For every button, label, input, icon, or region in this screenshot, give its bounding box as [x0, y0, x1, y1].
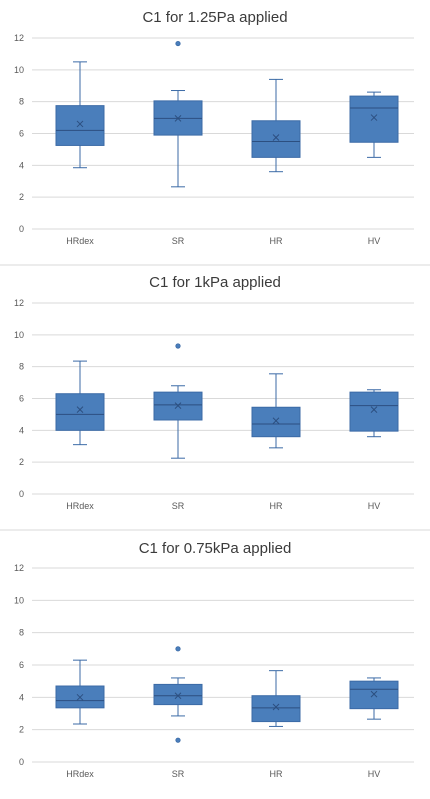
iqr-box	[349, 680, 399, 710]
outlier-point	[175, 737, 181, 743]
iqr-box	[349, 391, 399, 432]
mean-marker	[76, 406, 84, 413]
y-tick-label: 4	[19, 425, 24, 435]
outlier-point	[175, 40, 181, 47]
y-tick-label: 12	[14, 33, 24, 43]
y-tick-label: 6	[19, 660, 24, 670]
box-sr	[153, 343, 203, 459]
box-sr	[153, 646, 203, 743]
box-hrdex	[55, 659, 105, 725]
iqr-box	[55, 105, 105, 146]
chart-panel-3: C1 for 0.75kPa applied 0 2 4 6 8 10 12 HRdex SR HR…	[14, 540, 414, 779]
x-category-label: HR	[270, 236, 283, 246]
outlier-point	[175, 646, 181, 652]
x-category-label: HR	[270, 501, 283, 511]
y-tick-label: 0	[19, 489, 24, 499]
box-hv	[349, 389, 399, 438]
iqr-box	[251, 695, 301, 723]
mean-marker	[76, 693, 84, 701]
y-tick-label: 6	[19, 129, 24, 139]
mean-marker	[272, 417, 280, 425]
y-tick-label: 12	[14, 563, 24, 573]
x-category-label: HV	[368, 769, 381, 779]
mean-marker	[370, 690, 378, 698]
box-hr	[251, 78, 301, 173]
box-hr	[251, 670, 301, 727]
mean-marker	[76, 120, 84, 128]
y-tick-label: 8	[19, 97, 24, 107]
y-tick-label: 8	[19, 362, 24, 372]
x-category-label: HRdex	[66, 501, 94, 511]
y-tick-label: 6	[19, 394, 24, 404]
mean-marker	[174, 692, 182, 700]
chart-title: C1 for 1.25Pa applied	[142, 9, 287, 26]
iqr-box	[251, 120, 301, 158]
iqr-box	[349, 95, 399, 143]
box-hv	[349, 677, 399, 720]
x-category-label: SR	[172, 236, 185, 246]
box-hrdex	[55, 61, 105, 169]
chart-panel-1: C1 for 1.25Pa applied 0 2 4 6 8 10 12 HRdex SR HR H…	[14, 9, 414, 246]
x-category-label: HV	[368, 236, 381, 246]
y-tick-label: 10	[14, 330, 24, 340]
x-category-label: HV	[368, 501, 381, 511]
y-tick-label: 2	[19, 457, 24, 467]
chart-title: C1 for 0.75kPa applied	[139, 540, 292, 557]
outlier-point	[175, 343, 181, 349]
box-sr	[153, 40, 203, 188]
iqr-box	[251, 406, 301, 438]
y-tick-label: 0	[19, 757, 24, 767]
box-hrdex	[55, 360, 105, 446]
chart-panel-2: C1 for 1kPa applied 0 2 4 6 8 10 12 HRdex SR HR HV	[14, 274, 414, 511]
y-tick-label: 2	[19, 192, 24, 202]
y-tick-label: 0	[19, 224, 24, 234]
mean-marker	[370, 114, 378, 121]
x-category-label: SR	[172, 769, 185, 779]
mean-marker	[272, 134, 280, 141]
iqr-box	[153, 683, 203, 706]
chart-title: C1 for 1kPa applied	[149, 274, 281, 291]
mean-marker	[174, 115, 182, 122]
y-tick-label: 4	[19, 692, 24, 702]
mean-marker	[370, 406, 378, 413]
x-category-label: SR	[172, 501, 185, 511]
y-tick-label: 10	[14, 595, 24, 605]
x-category-label: HRdex	[66, 769, 94, 779]
y-tick-label: 4	[19, 160, 24, 170]
mean-marker	[174, 402, 182, 410]
y-tick-label: 12	[14, 298, 24, 308]
y-tick-label: 8	[19, 628, 24, 638]
y-tick-label: 2	[19, 725, 24, 735]
box-hv	[349, 91, 399, 158]
x-category-label: HR	[270, 769, 283, 779]
x-category-label: HRdex	[66, 236, 94, 246]
box-hr	[251, 373, 301, 449]
mean-marker	[272, 703, 280, 711]
iqr-box	[55, 393, 105, 431]
y-tick-label: 10	[14, 65, 24, 75]
